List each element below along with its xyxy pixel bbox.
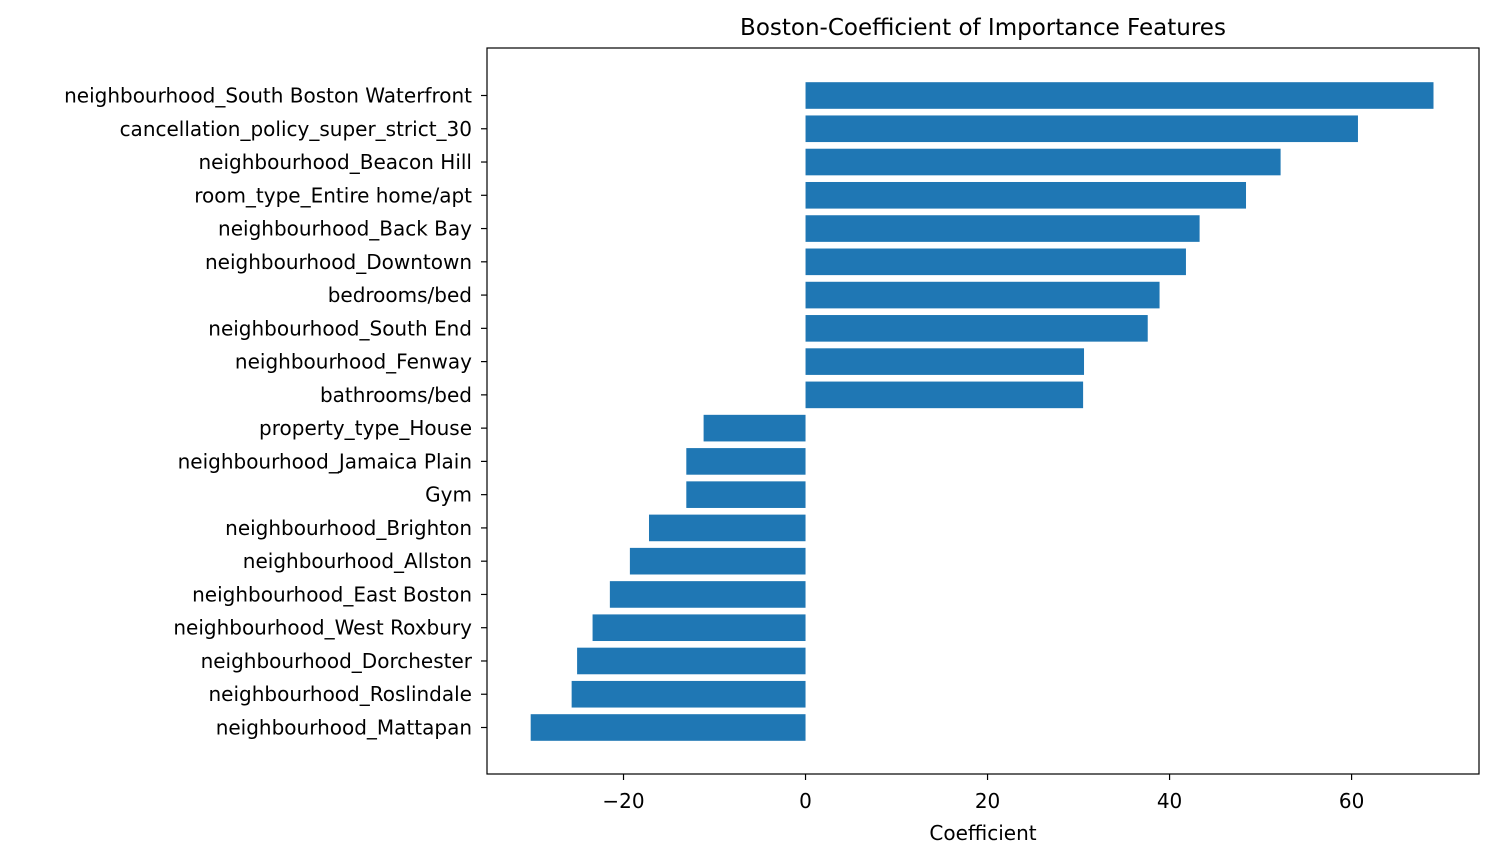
bar-19: [530, 714, 806, 741]
x-tick-label-1: 0: [799, 789, 812, 813]
y-tick-label-11: neighbourhood_Jamaica Plain: [178, 449, 472, 473]
y-tick-label-16: neighbourhood_West Roxbury: [173, 616, 472, 640]
y-tick-label-9: bathrooms/bed: [320, 383, 472, 407]
bar-6: [805, 281, 1160, 309]
bars-group: [530, 82, 1434, 741]
bar-2: [805, 148, 1281, 176]
bar-3: [805, 181, 1247, 209]
y-tick-label-17: neighbourhood_Dorchester: [201, 649, 473, 673]
y-tick-label-12: Gym: [425, 483, 472, 507]
y-tick-label-5: neighbourhood_Downtown: [205, 250, 472, 274]
bar-17: [577, 647, 806, 675]
y-tick-label-13: neighbourhood_Brighton: [225, 516, 472, 540]
y-tick-label-6: bedrooms/bed: [328, 283, 472, 307]
bar-12: [686, 481, 806, 508]
bar-15: [609, 581, 806, 608]
bar-1: [805, 115, 1358, 143]
y-tick-label-19: neighbourhood_Mattapan: [216, 716, 472, 740]
x-tick-label-4: 60: [1339, 789, 1364, 813]
x-tick-label-2: 20: [975, 789, 1000, 813]
bar-0: [805, 82, 1434, 109]
bar-7: [805, 315, 1148, 342]
bar-18: [571, 680, 806, 708]
y-tick-label-2: neighbourhood_Beacon Hill: [199, 150, 473, 174]
y-tick-label-10: property_type_House: [259, 416, 472, 440]
y-axis-tick-labels: neighbourhood_South Boston Waterfront can…: [64, 84, 487, 740]
bar-4: [805, 215, 1200, 242]
bar-14: [629, 547, 806, 575]
bar-8: [805, 348, 1085, 375]
chart-title: Boston-Coefficient of Importance Feature…: [740, 15, 1226, 41]
y-tick-label-0: neighbourhood_South Boston Waterfront: [64, 84, 472, 108]
y-tick-label-15: neighbourhood_East Boston: [192, 582, 472, 606]
y-tick-label-1: cancellation_policy_super_strict_30: [120, 117, 472, 141]
y-tick-label-3: room_type_Entire home/apt: [194, 183, 472, 207]
bar-11: [686, 448, 806, 475]
y-tick-label-18: neighbourhood_Roslindale: [209, 682, 473, 706]
x-tick-label-3: 40: [1157, 789, 1182, 813]
bar-10: [703, 414, 806, 442]
plot-frame: [486, 47, 1480, 775]
x-axis-label: Coefficient: [929, 821, 1036, 845]
y-tick-label-7: neighbourhood_South End: [208, 316, 472, 340]
bar-9: [805, 381, 1084, 409]
x-tick-label-0: −20: [602, 789, 644, 813]
y-tick-label-14: neighbourhood_Allston: [243, 549, 472, 573]
bar-13: [648, 514, 806, 542]
x-axis-tick-labels: −20 0 20 40 60: [602, 774, 1364, 813]
bar-16: [592, 614, 806, 642]
y-tick-label-8: neighbourhood_Fenway: [235, 350, 472, 374]
y-tick-label-4: neighbourhood_Back Bay: [218, 217, 472, 241]
bar-5: [805, 248, 1186, 276]
